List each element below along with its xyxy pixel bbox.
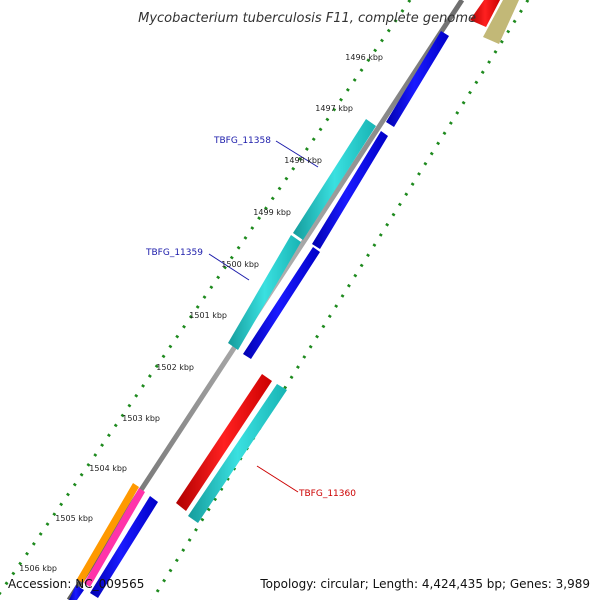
gene-feature-1503-cyan[interactable] (188, 384, 287, 523)
gene-feature-1505-orange[interactable] (77, 483, 139, 583)
gene-feature-1496-blue[interactable] (386, 31, 449, 127)
tick-label: 1502 kbp (156, 363, 194, 372)
gene-label-tbfg-11358[interactable]: TBFG_11358 (213, 136, 271, 146)
gene-feature-top-khaki[interactable] (483, 0, 519, 44)
tick-label: 1497 kbp (315, 104, 353, 113)
genome-summary: Topology: circular; Length: 4,424,435 bp… (260, 577, 590, 591)
tick-label: 1504 kbp (89, 464, 127, 473)
tick-label: 1498 kbp (284, 156, 322, 165)
accession-label: Accession: NC_009565 (8, 577, 145, 591)
inner-dotted-guide (150, 0, 530, 600)
gene-feature-1500-blue[interactable] (243, 247, 320, 359)
tick-label: 1505 kbp (55, 514, 93, 523)
tick-label: 1503 kbp (122, 414, 160, 423)
gene-feature-top-red[interactable] (470, 0, 500, 27)
tick-label: 1506 kbp (19, 564, 57, 573)
gene-feature-1505-pink[interactable] (84, 488, 145, 587)
leader-lines (208, 140, 319, 493)
gene-feature-tbfg-11358[interactable] (293, 119, 376, 240)
tick-label: 1499 kbp (253, 208, 291, 217)
gene-feature-tbfg-11359[interactable] (228, 235, 301, 350)
tick-label: 1496 kbp (345, 53, 383, 62)
gene-label-tbfg-11359[interactable]: TBFG_11359 (145, 248, 203, 258)
gene-feature-1506-blue[interactable] (69, 585, 84, 600)
gene-feature-tbfg-11360[interactable] (176, 374, 272, 511)
gene-feature-1505-blue[interactable] (90, 496, 158, 598)
tick-label: 1500 kbp (221, 260, 259, 269)
gene-labels: TBFG_11358 TBFG_11359 TBFG_11360 (145, 136, 356, 499)
map-title: Mycobacterium tuberculosis F11, complete… (138, 11, 476, 26)
outer-dotted-guide (0, 0, 412, 596)
tick-label: 1501 kbp (189, 311, 227, 320)
gene-label-tbfg-11360[interactable]: TBFG_11360 (298, 489, 356, 499)
tick-labels: 1496 kbp 1497 kbp 1498 kbp 1499 kbp 1500 kbp… (19, 53, 383, 573)
gene-feature-1498-blue[interactable] (312, 131, 388, 249)
